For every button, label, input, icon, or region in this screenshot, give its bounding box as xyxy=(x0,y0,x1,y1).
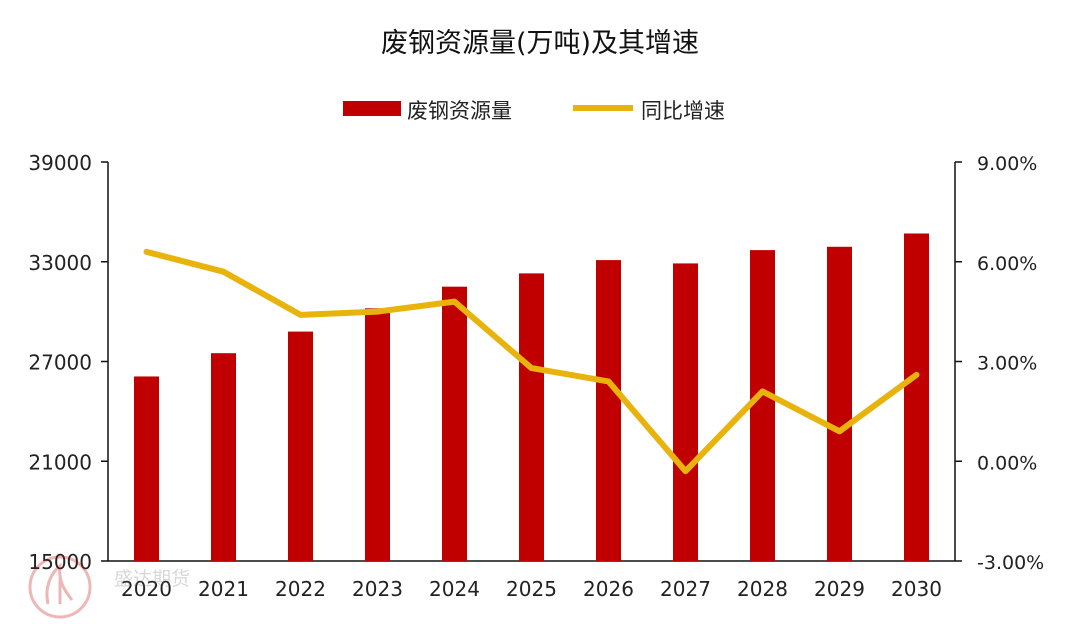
left-y-tick-label: 27000 xyxy=(28,351,92,375)
watermark-text: 盛达期货 xyxy=(114,568,190,590)
right-y-tick-label: 9.00% xyxy=(977,153,1037,175)
legend-label-line: 同比增速 xyxy=(641,99,725,123)
right-y-tick-label: 3.00% xyxy=(977,353,1037,375)
bar-2024 xyxy=(442,287,467,561)
legend-swatch-bar xyxy=(343,101,401,116)
bar-2027 xyxy=(673,263,698,561)
bar-2026 xyxy=(596,260,621,561)
left-y-tick-label: 39000 xyxy=(28,151,92,175)
right-y-axis-labels: -3.00% 0.00% 3.00% 6.00% 9.00% xyxy=(977,153,1044,574)
bar-2028 xyxy=(750,250,775,561)
bar-2022 xyxy=(288,332,313,561)
left-y-tick-label: 33000 xyxy=(28,251,92,275)
x-tick-label-2022: 2022 xyxy=(275,577,326,601)
chart-title: 废钢资源量(万吨)及其增速 xyxy=(381,28,699,59)
legend-label-bar: 废钢资源量 xyxy=(407,99,512,123)
x-tick-label-2027: 2027 xyxy=(660,577,711,601)
x-tick-label-2024: 2024 xyxy=(429,577,480,601)
x-tick-label-2030: 2030 xyxy=(891,577,942,601)
legend: 废钢资源量 同比增速 xyxy=(343,99,725,123)
left-y-tick-label: 21000 xyxy=(28,450,92,474)
x-tick-label-2026: 2026 xyxy=(583,577,634,601)
right-y-tick-label: -3.00% xyxy=(977,552,1044,574)
bars xyxy=(134,233,929,561)
bar-2030 xyxy=(904,233,929,561)
x-tick-label-2029: 2029 xyxy=(814,577,865,601)
right-y-tick-label: 6.00% xyxy=(977,253,1037,275)
x-tick-label-2021: 2021 xyxy=(198,577,249,601)
bar-2029 xyxy=(827,247,852,561)
right-y-tick-label: 0.00% xyxy=(977,452,1037,474)
bar-2023 xyxy=(365,308,390,561)
bar-2020 xyxy=(134,376,159,561)
x-tick-label-2025: 2025 xyxy=(506,577,557,601)
x-tick-label-2023: 2023 xyxy=(352,577,403,601)
bar-2025 xyxy=(519,273,544,561)
x-tick-label-2028: 2028 xyxy=(737,577,788,601)
bar-2021 xyxy=(211,353,236,561)
